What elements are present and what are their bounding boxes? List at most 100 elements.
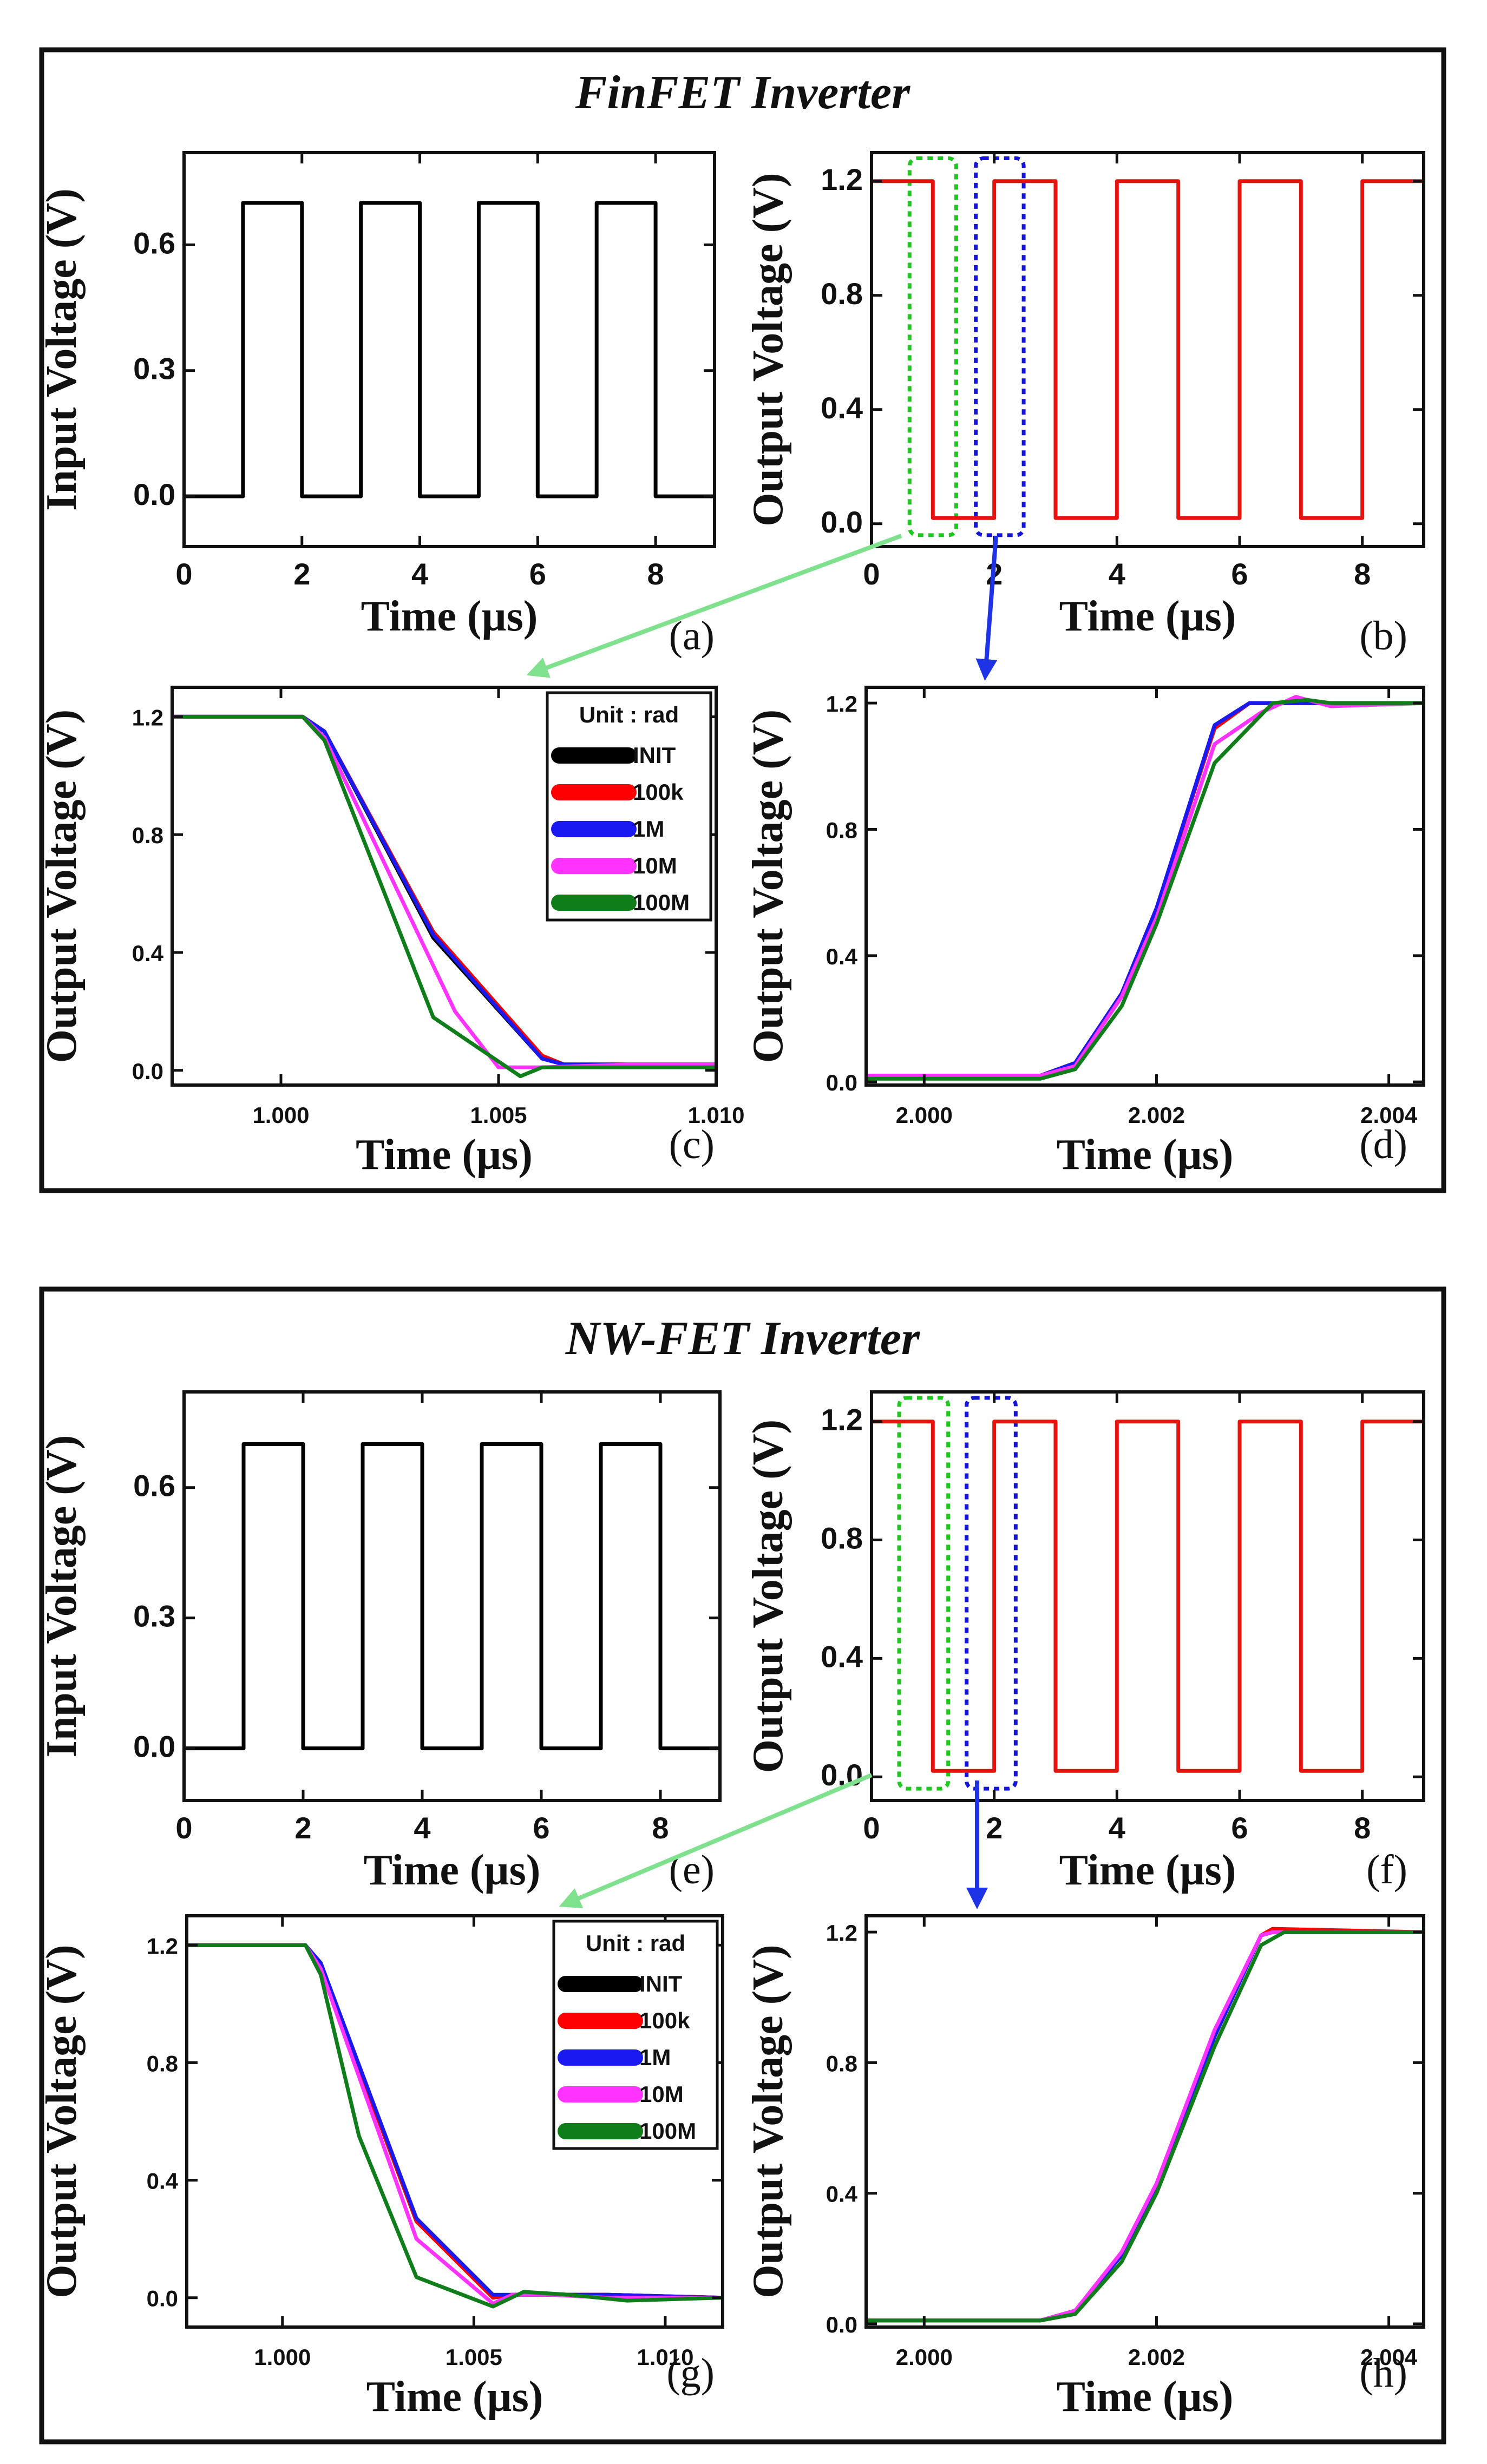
chart-panel-e: 0 2 4 6 8 0.0 0.3 0.6 Time (µs) Input Voltage (V)… bbox=[38, 1390, 722, 1894]
series-group bbox=[184, 201, 715, 498]
y-tick-label: 0.8 bbox=[821, 277, 863, 311]
x-tick-label: 2.004 bbox=[1360, 1102, 1418, 1128]
x-axis-label: Time (µs) bbox=[1057, 2373, 1234, 2421]
plot-frame bbox=[870, 151, 1425, 548]
y-tick-label: 0.4 bbox=[147, 2169, 179, 2194]
plot-frame bbox=[171, 686, 718, 1087]
legend-box bbox=[546, 691, 712, 922]
x-tick-label: 8 bbox=[652, 1811, 669, 1845]
legend-title: Unit : rad bbox=[586, 1930, 685, 1956]
panel-letter: (h) bbox=[1359, 2350, 1407, 2396]
x-tick-label: 0 bbox=[175, 1811, 192, 1845]
panel-letter: (f) bbox=[1366, 1847, 1407, 1893]
charts-layer: 0 2 4 6 8 0.0 0.3 0.6 Time (µs) Input Voltage (V)… bbox=[38, 151, 1425, 2421]
x-tick-label: 4 bbox=[1109, 557, 1125, 591]
zoom-box-fall bbox=[907, 156, 958, 537]
x-axis-label: Time (µs) bbox=[1057, 1131, 1234, 1179]
legend-label-init: INIT bbox=[639, 1971, 683, 1996]
x-tick-label: 6 bbox=[533, 1811, 549, 1845]
y-tick-label: 1.2 bbox=[821, 162, 863, 196]
legend-label-1m: 1M bbox=[639, 2045, 671, 2070]
plot-frame bbox=[864, 1914, 1425, 2329]
y-tick-label: 0.0 bbox=[821, 505, 863, 539]
zoom-arrow-to-g bbox=[559, 1773, 873, 1909]
series-group bbox=[866, 1927, 1424, 2323]
plot-frame bbox=[864, 686, 1425, 1087]
y-tick-label: 0.3 bbox=[133, 1599, 175, 1633]
x-tick-label: 1.000 bbox=[254, 2344, 311, 2370]
series-group bbox=[866, 695, 1424, 1081]
x-tick-label: 4 bbox=[414, 1811, 430, 1845]
x-tick-label: 1.005 bbox=[470, 1102, 527, 1128]
zoom-arrow-to-c bbox=[526, 534, 902, 678]
y-tick-label: 1.2 bbox=[826, 1920, 857, 1946]
chart-panel-g: 1.000 1.005 1.010 0.0 0.4 0.8 1.2 Time (µs) Outp… bbox=[38, 1914, 724, 2421]
x-axis-label: Time (µs) bbox=[366, 2373, 543, 2421]
panel-letter: (b) bbox=[1359, 613, 1407, 659]
series-line-100m bbox=[172, 714, 716, 1079]
series-line-input bbox=[184, 1442, 720, 1751]
y-tick-label: 0.0 bbox=[147, 2286, 178, 2311]
legend: Unit : rad INIT 100k 1M 10M 100M bbox=[546, 691, 712, 922]
zoom-arrow-to-d bbox=[975, 535, 998, 681]
y-tick-label: 0.0 bbox=[132, 1059, 163, 1084]
y-tick-label: 0.0 bbox=[826, 2312, 857, 2337]
panel-letter: (d) bbox=[1359, 1122, 1407, 1167]
x-tick-label: 6 bbox=[1231, 1811, 1248, 1845]
y-tick-label: 0.4 bbox=[821, 1639, 863, 1673]
x-axis-label: Time (µs) bbox=[356, 1131, 533, 1179]
legend-label-10m: 10M bbox=[639, 2081, 684, 2107]
legend-label-10m: 10M bbox=[633, 853, 677, 878]
y-tick-label: 0.6 bbox=[133, 226, 175, 260]
y-tick-label: 0.0 bbox=[133, 1730, 175, 1764]
series-group bbox=[872, 179, 1424, 520]
y-axis-label: Input Voltage (V) bbox=[38, 188, 86, 511]
series-line-output bbox=[872, 1420, 1424, 1773]
zoom-box-rise bbox=[965, 1396, 1018, 1791]
series-line-init bbox=[866, 701, 1424, 1077]
x-tick-label: 2.004 bbox=[1360, 2344, 1418, 2370]
y-tick-label: 0.4 bbox=[132, 941, 164, 966]
series-line-100m bbox=[187, 1943, 723, 2309]
series-line-input bbox=[184, 201, 715, 498]
plot-frame bbox=[182, 151, 716, 548]
section-frame-nwfet bbox=[39, 1286, 1446, 2445]
x-tick-label: 8 bbox=[647, 557, 664, 591]
x-tick-label: 2 bbox=[293, 557, 310, 591]
x-tick-label: 6 bbox=[529, 557, 546, 591]
legend-title: Unit : rad bbox=[579, 702, 679, 727]
chart-panel-a: 0 2 4 6 8 0.0 0.3 0.6 Time (µs) Input Voltage (V)… bbox=[38, 151, 716, 659]
x-tick-label: 1.005 bbox=[446, 2344, 502, 2370]
x-tick-label: 1.010 bbox=[687, 1102, 744, 1128]
y-tick-label: 0.4 bbox=[826, 944, 858, 969]
x-tick-label: 2.002 bbox=[1128, 1102, 1185, 1128]
plot-frame bbox=[870, 1390, 1425, 1802]
y-axis-label: Output Voltage (V) bbox=[38, 1944, 86, 2298]
y-tick-label: 0.8 bbox=[132, 823, 163, 848]
section-title-finfet: FinFET Inverter bbox=[575, 67, 910, 119]
panel-letter: (e) bbox=[669, 1847, 715, 1893]
legend-label-100k: 100k bbox=[639, 2008, 690, 2033]
legend-label-100k: 100k bbox=[633, 779, 684, 805]
y-tick-label: 0.8 bbox=[821, 1521, 863, 1555]
y-tick-label: 0.3 bbox=[133, 352, 175, 386]
zoom-arrows bbox=[526, 534, 998, 1909]
y-tick-label: 1.2 bbox=[132, 705, 163, 730]
x-tick-label: 1.010 bbox=[637, 2344, 693, 2370]
x-axis-label: Time (µs) bbox=[1059, 1847, 1236, 1894]
zoom-box-rise bbox=[974, 156, 1026, 537]
x-tick-label: 0 bbox=[175, 557, 192, 591]
chart-panel-d: 2.000 2.002 2.004 0.0 0.4 0.8 1.2 Time (µs) Outp… bbox=[744, 686, 1425, 1179]
series-line-100k bbox=[866, 701, 1424, 1077]
legend-label-init: INIT bbox=[633, 743, 676, 768]
x-tick-label: 8 bbox=[1354, 1811, 1371, 1845]
x-tick-label: 2.002 bbox=[1128, 2344, 1185, 2370]
y-tick-label: 0.8 bbox=[147, 2051, 178, 2076]
x-tick-label: 6 bbox=[1231, 557, 1248, 591]
x-axis-label: Time (µs) bbox=[361, 593, 538, 640]
series-line-1m bbox=[866, 701, 1424, 1077]
plot-frame bbox=[182, 1390, 722, 1802]
